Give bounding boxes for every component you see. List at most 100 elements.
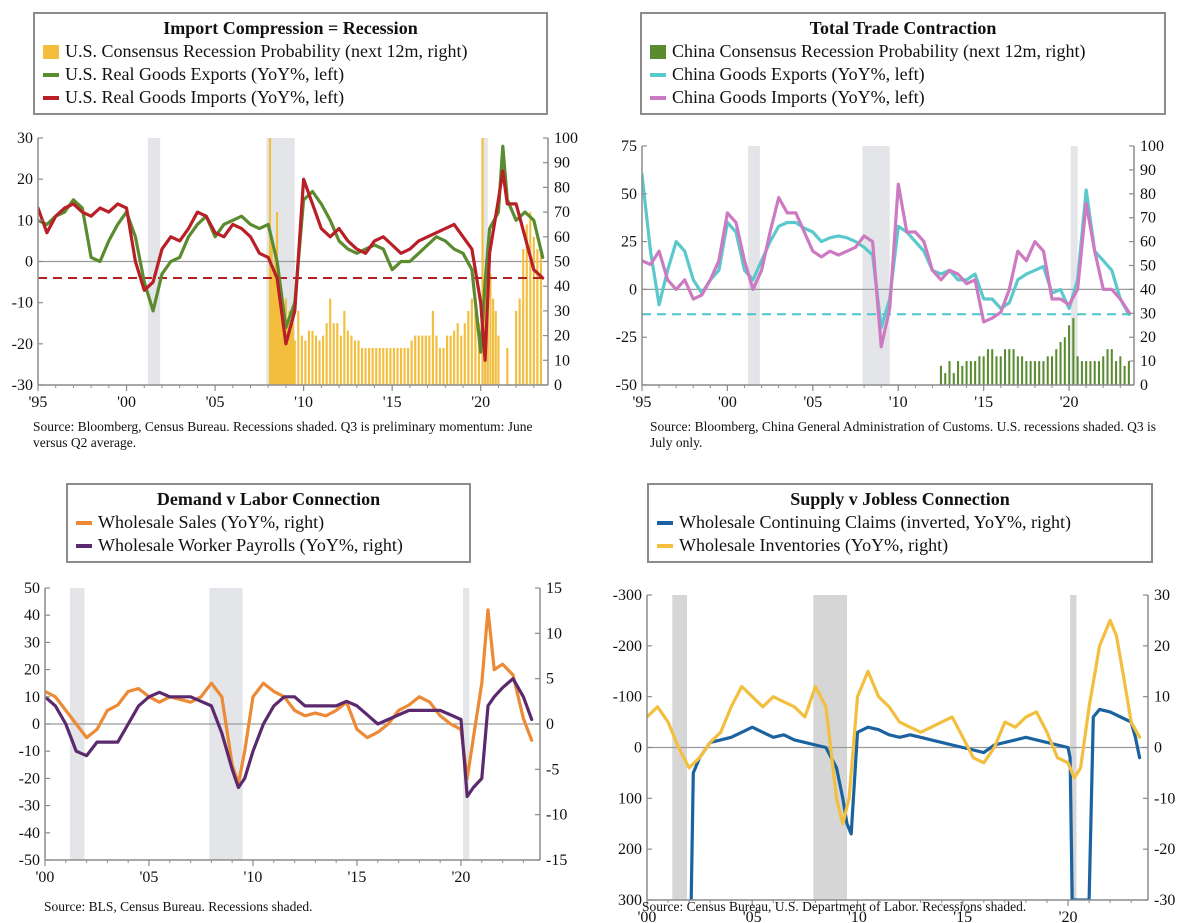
left-tick-label: 200 (618, 841, 642, 858)
bar-recession-probability (399, 347, 403, 385)
left-tick-label: 0 (25, 254, 33, 271)
bar-recession-probability (463, 323, 466, 385)
right-tick-label: 0 (554, 377, 562, 394)
left-tick-label: -10 (12, 295, 33, 312)
right-tick-label: 40 (554, 278, 570, 295)
left-tick-label: 40 (24, 607, 40, 624)
bar-recession-probability (318, 340, 321, 385)
bar-recession-probability (431, 310, 434, 385)
bar-recession-probability (396, 347, 399, 385)
x-tick-label: '95 (29, 394, 48, 411)
bar-recession-probability (522, 249, 525, 385)
left-tick-label: 20 (17, 171, 33, 188)
bar-recession-probability (1046, 356, 1049, 385)
bar-recession-probability (270, 236, 273, 385)
bar-recession-probability (288, 310, 291, 385)
left-tick-label: 0 (32, 716, 40, 733)
bar-recession-probability (995, 356, 998, 385)
bar-recession-probability (1080, 361, 1083, 385)
bar-recession-probability (460, 335, 463, 385)
bar-recession-probability (952, 373, 955, 385)
bar-recession-probability (407, 347, 410, 385)
right-tick-label: 90 (1140, 162, 1156, 179)
bar-recession-probability (357, 340, 360, 385)
legend-item-inventories: Wholesale Inventories (YoY%, right) (657, 534, 1143, 557)
recession-shade (1070, 146, 1078, 385)
bar-recession-probability (375, 347, 378, 385)
bar-recession-probability (449, 335, 452, 385)
bar-recession-probability (529, 212, 532, 385)
bar-recession-probability (332, 323, 335, 385)
legend-box: Total Trade Contraction China Consensus … (640, 12, 1166, 115)
legend-item-recession-probability: U.S. Consensus Recession Probability (ne… (43, 40, 538, 63)
left-tick-label: -20 (12, 336, 33, 353)
legend-title: Demand v Labor Connection (156, 489, 381, 509)
right-tick-label: 80 (1140, 186, 1156, 203)
bar-recession-probability (300, 335, 303, 385)
right-tick-label: 20 (1154, 638, 1170, 655)
bar-recession-probability (492, 298, 495, 385)
chart-panel-total-trade-contraction: -50 -25 0 25 50 75 0 10 20 30 40 50 60 70 80 90 100 '95 '0… (600, 0, 1200, 461)
bar-recession-probability (329, 298, 332, 385)
bar-recession-probability (417, 335, 420, 385)
legend-title: Supply v Jobless Connection (790, 489, 1010, 509)
bar-recession-probability (494, 310, 497, 385)
right-tick-label: 15 (546, 580, 562, 597)
left-tick-label: -30 (19, 798, 40, 815)
bar-recession-probability (1042, 361, 1045, 385)
left-tick-label: 30 (17, 130, 33, 147)
right-tick-label: 20 (554, 328, 570, 345)
left-tick-label: -50 (19, 852, 40, 869)
bar-recession-probability (274, 249, 277, 385)
bar-recession-probability (1025, 361, 1028, 385)
legend-box: Supply v Jobless Connection Wholesale Co… (647, 483, 1153, 563)
left-tick-label: 0 (629, 281, 637, 298)
right-tick-label: 10 (1154, 689, 1170, 706)
bar-recession-probability (307, 330, 310, 385)
left-tick-label: 100 (618, 790, 642, 807)
legend-item-recession-probability: China Consensus Recession Probability (n… (650, 40, 1156, 63)
legend-item-imports: U.S. Real Goods Imports (YoY%, left) (43, 86, 538, 109)
legend-item-imports: China Goods Imports (YoY%, left) (650, 86, 1156, 109)
right-tick-label: 0 (1140, 377, 1148, 394)
bar-recession-probability (286, 323, 289, 385)
bar-recession-probability (536, 249, 539, 385)
bar-recession-probability (364, 347, 367, 385)
left-tick-label: -100 (613, 689, 642, 706)
source-note: Source: Bloomberg, China General Adminis… (650, 419, 1156, 450)
x-tick-label: '15 (348, 869, 367, 886)
bar-recession-probability (1038, 361, 1041, 385)
bar-recession-probability (438, 347, 442, 385)
right-tick-label: 60 (1140, 234, 1156, 251)
bar-recession-probability (1110, 349, 1113, 385)
legend-title: Total Trade Contraction (809, 18, 997, 38)
left-tick-label: 300 (618, 892, 642, 909)
bar-recession-probability (961, 365, 964, 385)
bar-recession-probability (446, 335, 449, 385)
series-line-1 (38, 169, 545, 362)
bar-recession-probability (978, 356, 981, 385)
bar-recession-probability (385, 347, 388, 385)
left-tick-label: 30 (24, 634, 40, 651)
bar-recession-probability (283, 310, 286, 385)
bar-recession-probability (442, 347, 445, 385)
right-tick-label: 30 (554, 303, 570, 320)
legend-item-continuing-claims: Wholesale Continuing Claims (inverted, Y… (657, 511, 1143, 534)
bar-recession-probability (428, 335, 431, 385)
bar-recession-probability (1055, 349, 1058, 385)
x-tick-label: '10 (889, 394, 908, 411)
bar-recession-probability (339, 335, 342, 385)
bar-recession-probability (969, 361, 972, 385)
bar-recession-probability (414, 335, 417, 385)
left-tick-label: -200 (613, 638, 642, 655)
bar-recession-probability (939, 365, 942, 385)
legend-box: Import Compression = Recession U.S. Cons… (33, 12, 548, 115)
bar-recession-probability (506, 347, 509, 385)
left-tick-label: -50 (616, 377, 637, 394)
bar-recession-probability (424, 335, 427, 385)
bar-recession-probability (421, 335, 424, 385)
bar-recession-probability (304, 340, 307, 385)
source-note: Source: BLS, Census Bureau. Recessions s… (44, 899, 313, 914)
bar-recession-probability (1123, 365, 1126, 385)
right-tick-label: 20 (1140, 329, 1156, 346)
